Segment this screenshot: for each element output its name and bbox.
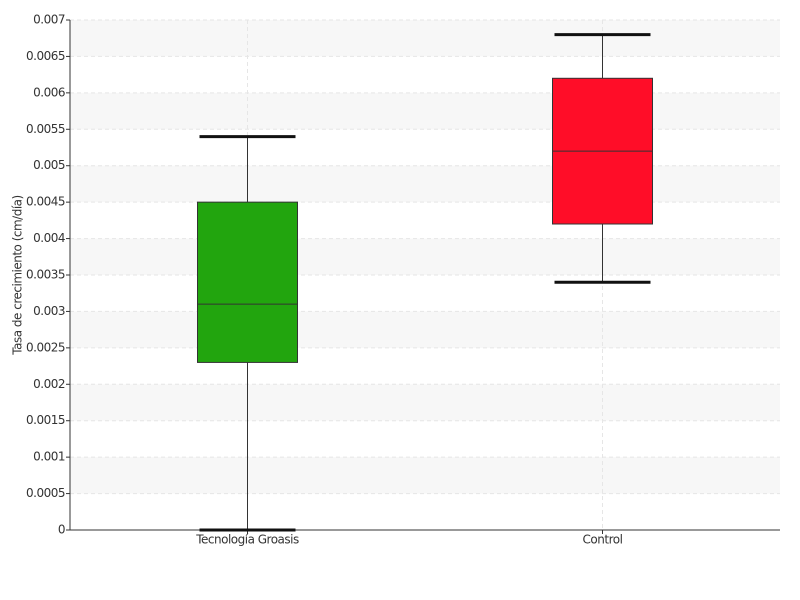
- x-tick-label: Control: [583, 533, 623, 547]
- grid-band: [70, 238, 780, 275]
- y-axis-label: Tasa de crecimiento (cm/día): [11, 195, 25, 355]
- x-tick-label: Tecnología Groasis: [195, 533, 299, 547]
- y-tick-label: 0.001: [33, 450, 65, 464]
- y-tick-label: 0.002: [33, 377, 65, 391]
- y-tick-label: 0.005: [33, 158, 65, 172]
- y-tick-label: 0.007: [33, 13, 65, 27]
- y-tick-label: 0.004: [33, 231, 65, 245]
- y-tick-label: 0.0005: [26, 486, 65, 500]
- box: [197, 201, 298, 363]
- y-tick-label: 0.0025: [26, 340, 65, 354]
- grid-band: [70, 457, 780, 494]
- y-tick-label: 0.0065: [26, 49, 65, 63]
- y-tick-label: 0.0045: [26, 195, 65, 209]
- grid-band: [70, 20, 780, 57]
- grid-band: [70, 311, 780, 348]
- grid-band: [70, 384, 780, 421]
- y-tick-label: 0.003: [33, 304, 65, 318]
- y-tick-label: 0: [58, 523, 65, 537]
- y-tick-label: 0.0055: [26, 122, 65, 136]
- grid-band: [70, 92, 780, 130]
- y-tick-label: 0.0035: [26, 268, 65, 282]
- y-tick-label: 0.006: [33, 85, 65, 99]
- y-tick-label: 0.0015: [26, 413, 65, 427]
- grid-band: [70, 165, 780, 203]
